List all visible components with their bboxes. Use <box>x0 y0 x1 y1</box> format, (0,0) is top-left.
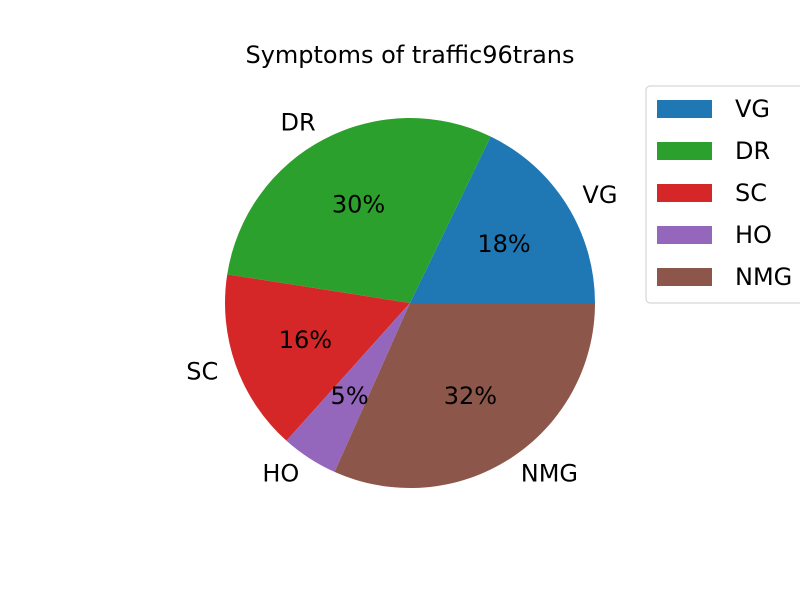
chart-title: Symptoms of traffic96trans <box>245 41 574 69</box>
slice-label-dr: DR <box>280 109 315 137</box>
slice-label-ho: HO <box>262 460 299 488</box>
legend-swatch-ho <box>657 226 712 244</box>
percent-label-ho: 5% <box>331 382 369 410</box>
legend-swatch-nmg <box>657 268 712 286</box>
pie-slice-nmg <box>334 303 595 488</box>
slice-labels: VG DR SC HO NMG <box>186 109 617 488</box>
legend-label-dr: DR <box>735 137 770 165</box>
slice-label-vg: VG <box>582 181 617 209</box>
slice-label-sc: SC <box>186 357 218 385</box>
percent-label-dr: 30% <box>332 191 385 219</box>
pie-slice-sc <box>225 274 410 441</box>
legend-swatch-vg <box>657 100 712 118</box>
pie-slice-dr <box>227 118 491 304</box>
pie-slice-vg <box>410 136 595 303</box>
legend-label-sc: SC <box>735 179 767 207</box>
pie-slices <box>225 118 595 488</box>
percent-label-nmg: 32% <box>444 382 497 410</box>
legend-label-ho: HO <box>735 221 772 249</box>
legend-label-nmg: NMG <box>735 263 792 291</box>
legend-items: VG DR SC HO NMG <box>657 95 792 291</box>
percent-label-sc: 16% <box>279 326 332 354</box>
legend-label-vg: VG <box>735 95 770 123</box>
legend-frame <box>645 85 800 304</box>
slice-label-nmg: NMG <box>521 460 578 488</box>
percent-labels: 18% 30% 16% 5% 32% <box>279 191 531 410</box>
legend-swatch-dr <box>657 142 712 160</box>
legend: VG DR SC HO NMG <box>645 85 800 304</box>
percent-label-vg: 18% <box>477 230 530 258</box>
pie-slice-ho <box>286 303 410 472</box>
legend-swatch-sc <box>657 184 712 202</box>
